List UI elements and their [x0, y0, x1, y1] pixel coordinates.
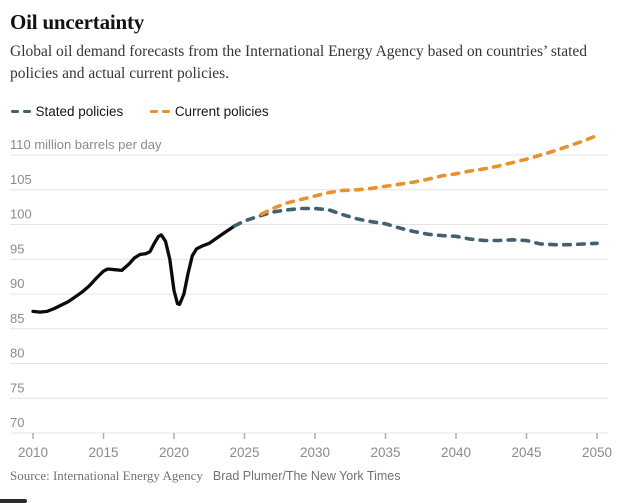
line-chart: 110 million barrels per day 105 100 95 90 85 8…: [0, 130, 636, 466]
chart-subtitle: Global oil demand forecasts from the Int…: [10, 43, 588, 82]
scrollbar-thumb[interactable]: [0, 499, 27, 503]
series-stated-policies: [232, 206, 599, 247]
y-tick-label-95: 95: [10, 241, 24, 256]
x-tick-label-2010: 2010: [18, 445, 48, 460]
y-tick-label-90: 90: [10, 276, 24, 291]
legend-item-current: Current policies: [150, 104, 269, 119]
y-tick-label-105: 105: [10, 172, 32, 187]
x-tick-label-2035: 2035: [370, 445, 400, 460]
x-tick-label-2015: 2015: [88, 445, 118, 460]
y-tick-label-75: 75: [10, 380, 24, 395]
source-note: Source: International Energy Agency: [10, 468, 203, 483]
y-tick-label-70: 70: [10, 415, 24, 430]
x-tick-label-2020: 2020: [159, 445, 189, 460]
y-tick-label-110: 110 million barrels per day: [10, 137, 162, 152]
current-dash-icon: [150, 109, 170, 114]
chart-footer: Source: International Energy Agency Brad…: [10, 468, 400, 484]
x-tick-label-2045: 2045: [511, 445, 541, 460]
y-tick-label-100: 100: [10, 207, 32, 222]
legend-label-current: Current policies: [174, 104, 269, 119]
x-tick-label-2040: 2040: [441, 445, 471, 460]
page-title: Oil uncertainty: [10, 10, 145, 34]
legend-label-stated: Stated policies: [35, 104, 124, 119]
y-tick-label-80: 80: [10, 346, 24, 361]
x-tick-label-2030: 2030: [300, 445, 330, 460]
chart-canvas: 110 million barrels per day 105 100 95 90 85 8…: [10, 133, 612, 460]
legend-item-stated: Stated policies: [11, 104, 123, 119]
y-tick-label-85: 85: [10, 311, 24, 326]
x-tick-label-2025: 2025: [229, 445, 259, 460]
series-current-policies: [259, 133, 599, 216]
byline: Brad Plumer/The New York Times: [212, 469, 401, 483]
series-historical-demand: [31, 224, 237, 314]
stated-dash-icon: [11, 109, 31, 114]
legend: Stated policies Current policies: [11, 104, 269, 119]
x-tick-label-2050: 2050: [582, 445, 612, 460]
